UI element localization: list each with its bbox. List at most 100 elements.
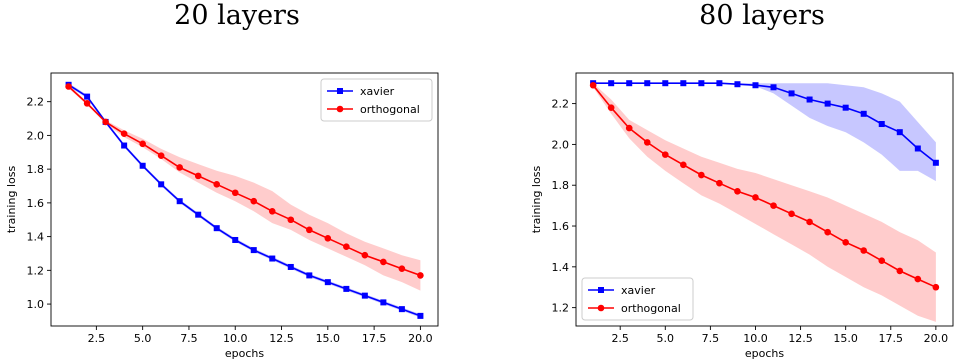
data-point-orthogonal — [83, 100, 91, 107]
x-tick-label: 2.5 — [88, 332, 106, 345]
data-point-xavier — [213, 225, 220, 232]
x-tick-label: 12.5 — [269, 332, 294, 345]
data-point-orthogonal — [120, 130, 128, 138]
data-point-xavier — [158, 181, 165, 188]
y-axis-label: training loss — [530, 166, 543, 234]
series-line-orthogonal — [68, 85, 421, 277]
data-point-xavier — [896, 129, 903, 136]
data-point-orthogonal — [680, 161, 687, 169]
data-point-xavier — [287, 263, 294, 270]
data-point-orthogonal — [625, 124, 633, 132]
confidence-band-orthogonal — [593, 83, 936, 322]
legend: xavier orthogonal — [320, 78, 433, 122]
y-axis-label: training loss — [5, 166, 18, 234]
data-point-orthogonal — [752, 194, 759, 201]
x-tick-label: 7.5 — [702, 332, 720, 345]
data-point-xavier — [306, 272, 313, 279]
data-point-orthogonal — [157, 152, 165, 159]
data-point-orthogonal — [194, 172, 202, 180]
data-point-orthogonal — [643, 139, 651, 146]
legend: xavier orthogonal — [581, 277, 694, 321]
data-point-xavier — [680, 80, 687, 87]
series-line-xavier — [593, 82, 937, 164]
data-point-xavier — [788, 90, 795, 97]
data-point-orthogonal — [770, 202, 777, 209]
y-tick-label: 1.4 — [552, 261, 570, 274]
data-point-orthogonal — [806, 218, 813, 226]
data-point-xavier — [644, 80, 651, 87]
data-point-orthogonal — [417, 272, 424, 279]
data-point-orthogonal — [914, 275, 922, 283]
legend-marker-xavier — [337, 88, 343, 94]
data-point-xavier — [84, 93, 91, 100]
data-point-orthogonal — [65, 83, 72, 90]
data-point-xavier — [343, 285, 350, 292]
data-point-orthogonal — [250, 197, 258, 205]
data-point-orthogonal — [268, 208, 276, 215]
legend-marker-orthogonal — [597, 304, 605, 312]
axes-frame — [50, 72, 439, 327]
y-tick-label: 1.2 — [27, 264, 45, 277]
legend-label-xavier: xavier — [360, 85, 395, 98]
data-point-xavier — [770, 84, 777, 91]
x-tick-label: 7.5 — [180, 332, 198, 345]
data-point-xavier — [932, 159, 939, 166]
axes-frame — [575, 72, 954, 327]
chart-title-20-layers: 20 layers — [174, 0, 300, 31]
x-tick-label: 10.0 — [223, 332, 248, 345]
x-tick-label: 20.0 — [924, 332, 949, 345]
chart-panel-0: 2.5 5.0 7.5 10.0 12.5 15.0 17.5 20.0 1.0 1.2 1.4 1.… — [5, 72, 439, 360]
data-point-orthogonal — [734, 188, 741, 195]
legend-label-orthogonal: orthogonal — [360, 103, 420, 116]
data-point-xavier — [195, 211, 202, 218]
data-point-orthogonal — [698, 171, 705, 179]
data-point-orthogonal — [607, 104, 615, 111]
legend-box — [320, 78, 433, 122]
x-tick-label: 15.0 — [833, 332, 858, 345]
data-point-orthogonal — [878, 257, 886, 265]
data-point-xavier — [121, 142, 128, 149]
x-axis-label: epochs — [225, 347, 264, 360]
x-axis-label: epochs — [745, 347, 784, 360]
data-point-orthogonal — [306, 226, 313, 234]
x-tick-label: 2.5 — [611, 332, 629, 345]
legend-marker-orthogonal — [336, 105, 344, 113]
y-tick-label: 1.0 — [27, 298, 45, 311]
data-point-xavier — [698, 80, 705, 87]
series-line-orthogonal — [592, 84, 937, 288]
data-point-orthogonal — [788, 210, 795, 218]
data-point-xavier — [269, 255, 276, 262]
data-point-orthogonal — [589, 81, 597, 89]
data-point-xavier — [250, 247, 257, 254]
data-point-orthogonal — [824, 228, 831, 236]
legend-label-orthogonal: orthogonal — [621, 302, 681, 315]
data-point-xavier — [417, 312, 424, 319]
data-point-xavier — [361, 292, 368, 299]
data-point-xavier — [716, 80, 723, 87]
data-point-xavier — [878, 121, 885, 128]
data-point-orthogonal — [176, 164, 183, 171]
data-point-xavier — [380, 299, 387, 306]
y-tick-label: 1.2 — [552, 302, 570, 315]
data-point-xavier — [324, 279, 331, 286]
data-point-orthogonal — [287, 216, 295, 224]
data-point-orthogonal — [231, 189, 239, 197]
data-point-orthogonal — [139, 140, 146, 148]
chart-title-80-layers: 80 layers — [699, 0, 825, 31]
x-tick-label: 5.0 — [657, 332, 675, 345]
data-point-orthogonal — [398, 265, 406, 272]
data-point-xavier — [608, 80, 615, 87]
data-point-orthogonal — [380, 258, 387, 266]
y-tick-label: 1.8 — [552, 179, 570, 192]
data-point-xavier — [824, 100, 831, 107]
data-point-orthogonal — [716, 179, 723, 187]
series-line-xavier — [68, 84, 421, 317]
x-tick-label: 20.0 — [408, 332, 433, 345]
legend-label-xavier: xavier — [621, 284, 656, 297]
x-tick-label: 17.5 — [879, 332, 904, 345]
y-tick-label: 2.0 — [27, 129, 45, 142]
data-point-xavier — [398, 306, 405, 313]
data-point-xavier — [662, 80, 669, 87]
y-tick-label: 2.2 — [552, 98, 570, 111]
